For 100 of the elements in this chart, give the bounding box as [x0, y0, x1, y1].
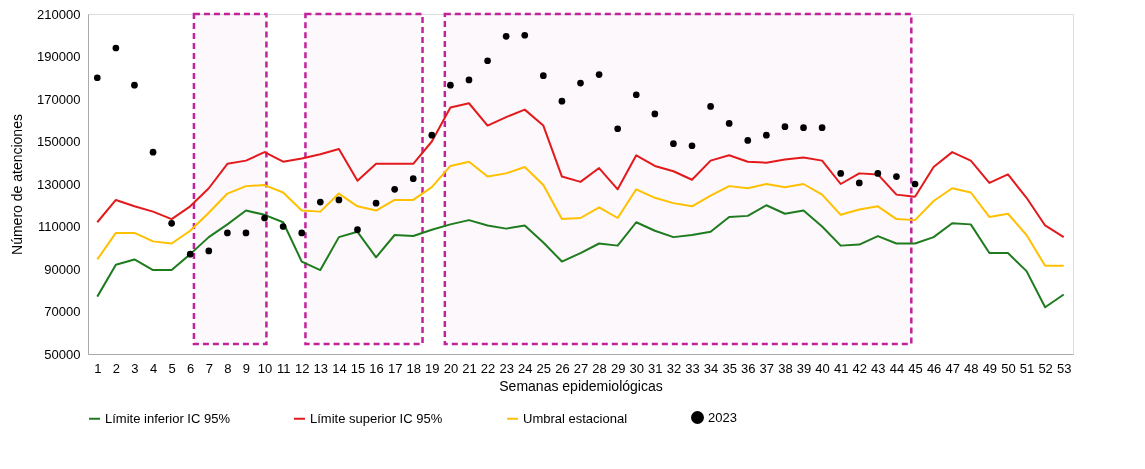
y-tick-label: 150000: [37, 134, 81, 149]
point: [298, 229, 306, 237]
x-tick-label: 39: [796, 360, 812, 376]
point: [725, 120, 733, 127]
y-tick-label: 70000: [44, 304, 81, 319]
x-tick-label: 16: [369, 360, 384, 376]
x-tick-label: 21: [462, 360, 477, 376]
x-tick-label: 51: [1019, 360, 1035, 376]
point: [149, 148, 157, 156]
x-tick-label: 34: [703, 360, 719, 376]
point: [911, 180, 919, 188]
x-tick-label: 32: [666, 360, 682, 376]
point: [186, 250, 194, 258]
x-tick-label: 44: [889, 360, 905, 376]
y-tick-label: 130000: [37, 176, 81, 192]
line-series: [96, 204, 1065, 309]
legend-label: Límite superior IC 95%: [310, 410, 443, 426]
x-tick-label: 27: [573, 360, 589, 376]
point: [372, 199, 380, 207]
x-tick-label: 33: [685, 360, 700, 376]
legend-label: Límite inferior IC 95%: [105, 410, 231, 426]
y-tick-label: 110000: [38, 219, 81, 234]
point: [391, 185, 398, 193]
x-tick-label: 4: [149, 360, 158, 376]
x-tick-label: 15: [350, 360, 366, 376]
y-tick-label: 210000: [37, 6, 81, 22]
x-tick-label: 5: [168, 360, 176, 376]
point: [168, 219, 175, 227]
x-tick-label: 23: [499, 360, 514, 376]
x-tick-label: 12: [294, 360, 310, 376]
point: [205, 247, 213, 255]
point: [763, 131, 770, 139]
x-tick-label: 24: [518, 360, 533, 376]
point: [632, 91, 640, 99]
point: [242, 229, 250, 237]
point: [316, 198, 324, 206]
x-tick-label: 31: [648, 360, 663, 376]
point: [688, 142, 696, 150]
point: [279, 223, 287, 230]
point: [707, 103, 714, 110]
x-tick-label: 9: [242, 360, 251, 376]
legend-label: 2023: [708, 409, 737, 425]
point: [855, 179, 863, 187]
point: [428, 131, 436, 139]
x-tick-label: 42: [852, 360, 868, 376]
x-tick-label: 17: [387, 360, 403, 376]
point: [409, 175, 417, 183]
x-tick-label: 37: [759, 360, 775, 376]
point: [614, 125, 622, 133]
point: [800, 124, 807, 132]
x-tick-label: 52: [1038, 360, 1053, 376]
x-tick-label: 50: [1001, 360, 1016, 376]
x-axis-title: Semanas epidemiológicas: [499, 377, 663, 394]
point: [539, 72, 547, 79]
y-tick-label: 170000: [37, 91, 81, 107]
point: [651, 110, 659, 118]
line-series: [96, 160, 1065, 267]
x-tick-label: 7: [205, 360, 213, 376]
point: [781, 123, 789, 130]
x-tick-label: 26: [555, 360, 570, 376]
x-tick-label: 43: [871, 360, 886, 376]
x-tick-label: 29: [610, 360, 626, 376]
x-tick-label: 47: [945, 360, 960, 376]
x-tick-label: 13: [313, 360, 329, 376]
point: [93, 74, 101, 82]
x-tick-label: 2: [112, 360, 120, 376]
x-tick-label: 28: [592, 360, 607, 376]
x-tick-label: 25: [536, 360, 552, 376]
point: [744, 137, 752, 144]
point: [893, 173, 900, 180]
y-tick-label: 50000: [44, 346, 81, 362]
x-tick-label: 48: [964, 360, 979, 376]
x-tick-label: 22: [480, 360, 496, 376]
point: [521, 31, 529, 39]
x-tick-label: 38: [778, 360, 793, 376]
x-tick-label: 30: [629, 360, 644, 376]
point: [818, 124, 826, 132]
y-tick-label: 190000: [37, 49, 81, 64]
x-tick-label: 46: [926, 360, 942, 376]
line-series: [96, 102, 1065, 239]
point: [112, 44, 120, 52]
point: [465, 76, 473, 84]
x-tick-label: 49: [982, 360, 998, 376]
point: [335, 196, 343, 204]
x-tick-label: 10: [257, 360, 273, 376]
point: [595, 71, 603, 78]
y-axis-title: Número de atenciones: [9, 114, 26, 255]
point: [837, 170, 845, 177]
point: [131, 81, 138, 89]
point: [502, 32, 510, 40]
x-tick-label: 45: [908, 360, 923, 376]
x-tick-label: 40: [815, 360, 830, 376]
x-tick-label: 6: [187, 360, 195, 376]
x-tick-label: 20: [443, 360, 459, 376]
point: [484, 57, 491, 65]
x-tick-label: 36: [741, 360, 756, 376]
x-tick-label: 1: [94, 360, 102, 376]
x-tick-label: 3: [131, 360, 139, 376]
point: [261, 214, 268, 222]
point: [670, 140, 677, 147]
